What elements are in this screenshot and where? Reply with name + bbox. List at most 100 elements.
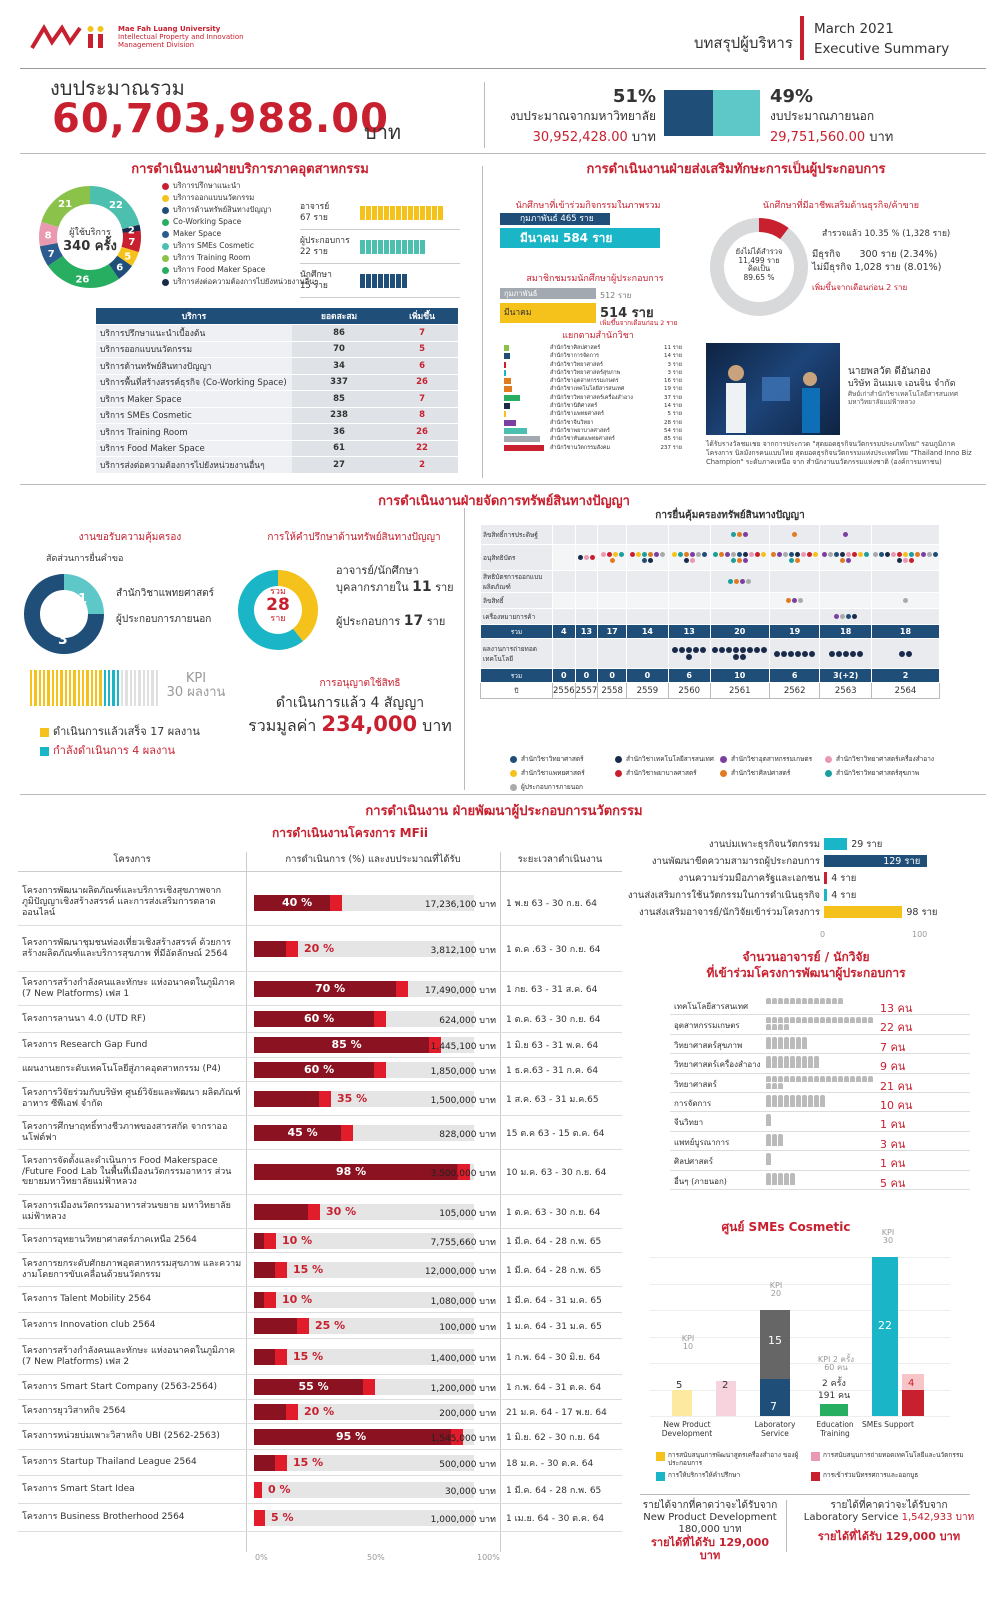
project-progress: 55 % 1,200,000 บาท	[246, 1379, 500, 1395]
project-budget: 12,000,000 บาท	[424, 1266, 496, 1277]
sme-group-name: Education Training	[816, 1420, 854, 1438]
person-icon	[766, 1153, 771, 1166]
researcher-icons	[766, 1133, 876, 1147]
researcher-faculty: วิทยาศาสตร์	[674, 1079, 717, 1089]
work-label: งานความร่วมมือภาครัฐและเอกชน	[678, 873, 820, 884]
school-bar	[504, 394, 520, 401]
project-budget: 105,000 บาท	[439, 1208, 496, 1219]
progress-percent: 25 %	[315, 1318, 346, 1332]
kpi-bar-unit	[64, 670, 67, 706]
work-axis-0: 0	[820, 930, 826, 939]
person-icon	[772, 1172, 777, 1185]
sme-group-name: New Product Development	[661, 1420, 713, 1438]
ip-grid-cell	[870, 544, 941, 571]
school-value: 14 ราย	[663, 403, 682, 410]
researcher-row: อื่นๆ (ภายนอก) 5 คน	[670, 1171, 970, 1190]
project-row: โครงการเมืองนวัตกรรมอาหารส่วนขยาย มหาวิท…	[18, 1195, 622, 1229]
person-icon	[778, 1036, 783, 1049]
protect-in-slice	[63, 574, 104, 615]
school-row: สำนักวิชานวัตกรรมสังคม 237 ราย	[500, 444, 690, 452]
legend-item: บริการด้านทรัพย์สินทางปัญญา	[162, 204, 294, 216]
table-row: บริการออกแบบนวัตกรรม 70 5	[96, 341, 458, 358]
ip-sum-value: 14	[626, 624, 669, 639]
person-icon	[784, 1017, 789, 1024]
ip-dot	[926, 552, 932, 557]
axis-50: 50%	[367, 1553, 385, 1562]
ip-dot	[689, 552, 695, 557]
ip-sum2-value: 10	[709, 668, 770, 683]
biz-not-label: ยังไม่ได้สำรวจ	[735, 247, 783, 256]
school-bars: สำนักวิชาศิลปศาสตร์ 11 ราย สำนักวิชาการจัด…	[500, 344, 690, 452]
legend-swatch	[162, 194, 169, 202]
sme-kpi-label: KPI 2 ครั้ง	[817, 1355, 855, 1365]
progress-percent: 15 %	[293, 1455, 324, 1469]
service-increase: 7	[386, 324, 458, 342]
consult-a-slice	[277, 570, 318, 642]
ip-dot	[761, 552, 767, 557]
income2-name: Laboratory Service	[803, 1512, 899, 1523]
researcher-row: ศิลปศาสตร์ 1 คน	[670, 1151, 970, 1171]
sme-legend-swatch	[811, 1471, 820, 1481]
user-bar-unit	[366, 273, 371, 288]
protect-donut	[24, 574, 104, 654]
project-budget: 7,755,660 บาท	[430, 1237, 496, 1248]
school-value: 37 ราย	[663, 394, 682, 401]
legend-swatch	[162, 242, 169, 250]
service-slice-6	[39, 242, 64, 266]
legend-item: บริการออกแบบนวัตกรรม	[162, 192, 294, 204]
ip-transfer-dot	[747, 647, 754, 653]
user-type-label: อาจารย์	[300, 202, 330, 213]
sme-bar-b	[760, 1378, 790, 1416]
project-period: 1 ต.ค .63 - 30 ก.ย. 64	[506, 944, 601, 955]
project-progress: 95 % 1,545,000 บาท	[246, 1428, 500, 1445]
ip-legend-item: สำนักวิชาเทคโนโลยีสารสนเทศ	[615, 754, 720, 764]
th-service: บริการ	[96, 308, 292, 325]
person-icon	[766, 1075, 771, 1082]
service-slice-label: 7	[128, 237, 135, 248]
user-bar-unit	[396, 205, 401, 220]
ip-legend-item: สำนักวิชาพยาบาลศาสตร์	[615, 768, 720, 778]
researcher-count: 10 คน	[880, 1098, 913, 1112]
progress-track	[254, 1317, 474, 1334]
service-slice-1	[122, 224, 141, 234]
progress-fill	[254, 1061, 386, 1078]
ip-dot	[878, 552, 884, 557]
kpi-bar-unit	[129, 670, 132, 706]
progress-fill	[254, 1317, 309, 1334]
researcher-icons	[766, 1114, 876, 1127]
user-bar-unit	[372, 273, 377, 288]
project-period: 21 ม.ค. 64 - 17 พ.ย. 64	[506, 1407, 607, 1418]
res-title1: จำนวนอาจารย์ / นักวิจัย	[742, 950, 870, 964]
biz-no-label: ไม่มีธุรกิจ	[812, 262, 852, 274]
ip-grid-cell	[709, 544, 770, 571]
researcher-count: 9 คน	[880, 1060, 906, 1074]
ip-grid-cell	[768, 592, 821, 609]
progress-fill	[254, 940, 298, 957]
biz-not-pct-label: คิดเป็น	[747, 264, 771, 274]
school-name: สำนักวิชานวัตกรรมสังคม	[550, 444, 611, 451]
project-period: 1 มิ.ย 63 - 31 พ.ค. 64	[506, 1041, 599, 1051]
ip-sum2-value: 6	[768, 668, 821, 683]
school-name: สำนักวิชาการจัดการ	[550, 353, 599, 360]
progress-track	[254, 1348, 474, 1365]
user-type-value: 15 ราย	[300, 280, 328, 291]
progress-percent: 15 %	[293, 1262, 324, 1276]
person-icon	[814, 1094, 819, 1107]
service-slice-label: 6	[116, 263, 123, 274]
service-slice-0	[89, 186, 140, 230]
ip-year-row: ปี 2556 2557 2558 2559 2560 2561 2562 2563 2564	[480, 682, 941, 699]
progress-percent: 45 %	[287, 1125, 318, 1139]
ip-transfer-dot	[835, 650, 842, 657]
project-name: โครงการ Research Gap Fund	[22, 1039, 148, 1050]
kpi-bar-unit	[51, 670, 54, 706]
service-name: บริการส่งต่อความต้องการไปยังหน่วยงานอื่น…	[96, 456, 292, 474]
ip-year: 2559	[626, 682, 669, 699]
ip-grid-cell	[626, 524, 669, 545]
legend-item: บริการ SMEs Cosmetic	[162, 240, 294, 252]
project-row: โครงการหน่วยบ่มเพาะวิสาหกิจ UBI (2562-25…	[18, 1424, 622, 1450]
ip-legend-label: สำนักวิชาแพทยศาสตร์	[521, 769, 585, 777]
ip-dot	[731, 532, 737, 537]
ip-dot	[683, 558, 689, 563]
biz-no-pct: (8.01%)	[903, 262, 942, 274]
project-name: โครงการ Business Brotherhood 2564	[22, 1512, 185, 1523]
